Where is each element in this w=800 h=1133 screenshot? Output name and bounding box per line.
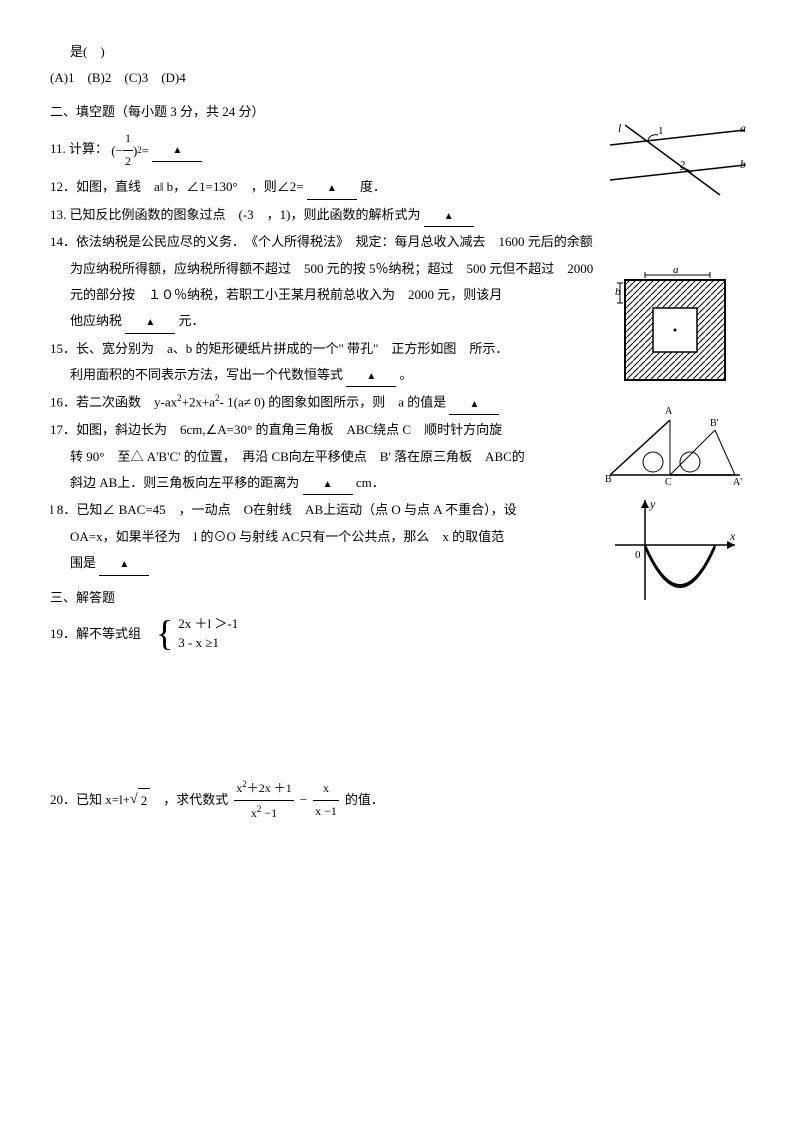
q20: 20．已知 x=l+ √2 ，求代数式 x2＋2x ＋1 x2 −1 − x x…	[50, 776, 610, 824]
q17-line2: 转 90° 至△ A'B'C' 的位置， 再沿 CB向左平移使点 B' 落在原三…	[50, 445, 610, 468]
q16: 16．若二次函数 y-ax2+2x+a2- 1(a≠ 0) 的图象如图所示，则 …	[50, 390, 610, 415]
svg-text:a: a	[673, 265, 679, 276]
section3-title: 三、解答题	[50, 586, 610, 609]
q13-blank: ▲	[424, 203, 474, 227]
q17-blank: ▲	[303, 471, 353, 495]
svg-text:a: a	[740, 121, 746, 135]
q12: 12．如图，直线 a‖ b，∠1=130° ，则∠2= ▲ 度．	[50, 175, 610, 199]
q15-line1: 15．长、宽分别为 a、b 的矩形硬纸片拼成的一个" 带孔" 正方形如图 所示．	[50, 337, 610, 360]
svg-text:b: b	[740, 157, 746, 171]
svg-text:2: 2	[680, 159, 686, 171]
q19: 19．解不等式组 { 2x ＋l ＞-1 3 - x ≥1	[50, 614, 610, 653]
q11-prefix: 11. 计算：	[50, 141, 108, 156]
q15-blank: ▲	[346, 363, 396, 387]
q12-blank: ▲	[307, 175, 357, 199]
svg-text:B: B	[605, 474, 612, 485]
q11-blank: ▲	[152, 137, 202, 161]
svg-text:x: x	[729, 529, 736, 543]
section2-title: 二、填空题（每小题 3 分，共 24 分）	[50, 100, 610, 123]
q16-blank: ▲	[449, 391, 499, 415]
svg-text:l: l	[618, 121, 622, 135]
q14-line1: 14．依法纳税是公民应尽的义务． 《个人所得税法》 规定：每月总收入减去 160…	[50, 230, 610, 253]
svg-text:A': A'	[733, 477, 742, 485]
q14-line3: 元的部分按 １０％纳税，若职工小王某月税前总收入为 2000 元，则该月	[50, 283, 610, 306]
q20-frac2: x x −1	[313, 778, 339, 822]
svg-text:1: 1	[658, 125, 664, 137]
svg-text:A: A	[665, 406, 673, 417]
q18-line2: OA=x，如果半径为 l 的⊙O 与射线 AC只有一个公共点，那么 x 的取值范	[50, 525, 610, 548]
svg-text:B': B'	[710, 418, 719, 429]
svg-text:b: b	[615, 286, 621, 298]
svg-text:y: y	[649, 497, 656, 511]
q14-line4: 他应纳税 ▲ 元．	[50, 309, 610, 333]
q18-line3: 围是 ▲	[50, 551, 610, 575]
svg-text:C: C	[665, 477, 672, 485]
q18-blank: ▲	[99, 551, 149, 575]
q19-inequalities: 2x ＋l ＞-1 3 - x ≥1	[178, 614, 238, 653]
q17-line1: 17．如图，斜边长为 6cm,∠A=30° 的直角三角板 ABC绕点 C 顺时针…	[50, 418, 610, 441]
q14-blank: ▲	[125, 309, 175, 333]
brace-icon: {	[156, 615, 173, 651]
svg-text:0: 0	[635, 549, 641, 561]
q18-line1: l 8．已知∠ BAC=45 ，一动点 O在射线 AB上运动（点 O 与点 A …	[50, 498, 610, 521]
q11: 11. 计算： (− 1 2 ) 2 = ▲	[50, 128, 610, 172]
figure-triangle-rotation: A B B' C A'	[605, 400, 745, 485]
q17-line3: 斜边 AB上．则三角板向左平移的距离为 ▲ cm．	[50, 471, 610, 495]
q-options: (A)1 (B)2 (C)3 (D)4	[50, 66, 610, 89]
q20-sqrt: √2	[130, 787, 150, 812]
q20-frac1: x2＋2x ＋1 x2 −1	[234, 776, 294, 824]
q13-text-a: 13. 已知反比例函数的图象过点 (-3 ，1)，则此函数的解析式为	[50, 207, 421, 222]
q14-line2: 为应纳税所得额，应纳税所得额不超过 500 元的按 5％纳税；超过 500 元但…	[50, 257, 610, 280]
q12-text-b: 度．	[360, 179, 386, 194]
figure-parabola: y x 0	[605, 490, 745, 610]
q15-line2: 利用面积的不同表示方法，写出一个代数恒等式 ▲ 。	[50, 363, 610, 387]
figure-square-hole: a b	[615, 265, 735, 385]
q11-expr: (− 1 2 ) 2 =	[111, 128, 149, 172]
q13: 13. 已知反比例函数的图象过点 (-3 ，1)，则此函数的解析式为 ▲	[50, 203, 610, 227]
q11-frac: 1 2	[123, 128, 133, 172]
q-continuation: 是( )	[50, 40, 610, 63]
q12-text-a: 12．如图，直线 a‖ b，∠1=130° ，则∠2=	[50, 179, 304, 194]
figure-parallel-lines: l 1 a 2 b	[600, 120, 750, 200]
